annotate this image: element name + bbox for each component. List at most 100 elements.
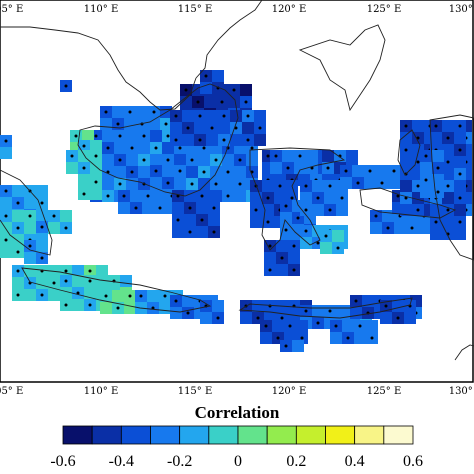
correlation-cell [170, 122, 182, 134]
correlation-cell [114, 166, 126, 178]
significance-dot [202, 146, 206, 150]
significance-dot [458, 220, 462, 224]
correlation-cell [170, 307, 182, 319]
correlation-cell [300, 192, 312, 204]
correlation-cell [296, 320, 308, 332]
significance-dot [82, 166, 86, 170]
significance-dot [118, 182, 122, 186]
colorbar-ticks: -0.6 -0.4 -0.2 0 0.2 0.4 0.6 [50, 453, 423, 470]
correlation-cell [354, 332, 366, 344]
significance-dot [40, 201, 44, 205]
significance-dot [40, 293, 44, 297]
correlation-cell [276, 240, 288, 252]
top-lon-label: 110° E [84, 4, 119, 15]
significance-dot [424, 154, 428, 158]
significance-dot [16, 269, 20, 273]
correlation-cell [240, 312, 252, 324]
significance-dot [416, 136, 420, 140]
correlation-cell [430, 132, 442, 144]
significance-dot [166, 158, 170, 162]
correlation-cell [230, 134, 242, 146]
significance-dot [64, 84, 68, 88]
top-lon-label: 115° E [178, 4, 213, 15]
significance-dot [280, 256, 284, 260]
colorbar-tick-label: 0 [234, 453, 242, 470]
correlation-cell [420, 186, 432, 198]
significance-dot [174, 299, 178, 303]
significance-dot [4, 238, 8, 242]
colorbar-tick-label: -0.2 [167, 453, 192, 470]
correlation-cell [246, 154, 258, 166]
correlation-cell [60, 287, 72, 299]
significance-dot [374, 214, 378, 218]
bottom-lon-label: 115° E [178, 386, 213, 397]
significance-dot [122, 194, 126, 198]
significance-dot [116, 122, 120, 126]
correlation-cell [102, 178, 114, 190]
coastlines [0, 0, 474, 361]
correlation-cell [250, 192, 262, 204]
significance-dot [176, 218, 180, 222]
correlation-cell [442, 144, 454, 156]
correlation-cell [400, 180, 412, 192]
significance-dot [88, 269, 92, 273]
significance-dot [166, 134, 170, 138]
significance-dot [266, 196, 270, 200]
significance-dot [246, 138, 250, 142]
significance-dot [82, 192, 86, 196]
correlation-cell [242, 122, 254, 134]
correlation-cell [24, 265, 36, 277]
correlation-cell [12, 185, 24, 197]
correlation-cell [454, 180, 466, 192]
significance-dot [226, 170, 230, 174]
significance-dot [74, 134, 78, 138]
correlation-cell [196, 226, 208, 238]
correlation-cell [182, 110, 194, 122]
colorbar-segment [266, 425, 297, 445]
significance-dot [106, 194, 110, 198]
significance-dot [198, 138, 202, 142]
correlation-cell [124, 302, 136, 314]
correlation-cell [150, 177, 162, 189]
significance-dot [76, 291, 80, 295]
significance-dot [142, 158, 146, 162]
correlation-cell [380, 312, 392, 324]
legend-title: Correlation [195, 403, 280, 422]
significance-dot [280, 316, 284, 320]
significance-dot [386, 226, 390, 230]
significance-dot [16, 226, 20, 230]
correlation-cell [432, 150, 444, 162]
correlation-cell [48, 289, 60, 301]
correlation-cell [36, 277, 48, 289]
top-lon-label: 125° E [367, 4, 402, 15]
correlation-cell [124, 118, 136, 130]
significance-dot [380, 181, 384, 185]
significance-dot [16, 201, 20, 205]
correlation-cell [174, 177, 186, 189]
significance-dot [130, 170, 134, 174]
significance-dot [458, 172, 462, 176]
significance-dot [178, 146, 182, 150]
significance-dot [64, 226, 68, 230]
correlation-cell [72, 275, 84, 287]
correlation-cell [0, 222, 12, 234]
significance-dot [152, 110, 156, 114]
significance-dot [304, 309, 308, 313]
significance-dot [174, 114, 178, 118]
significance-dot [284, 228, 288, 232]
significance-dot [254, 208, 258, 212]
correlation-cell [96, 275, 108, 287]
correlation-cell [206, 134, 218, 146]
correlation-cell [36, 240, 48, 252]
correlation-cell [208, 214, 220, 226]
correlation-cell [60, 210, 72, 222]
colorbar-tick-label: 0.4 [345, 453, 365, 470]
significance-dot [188, 230, 192, 234]
correlation-cell [112, 106, 124, 118]
correlation-cell [159, 302, 171, 314]
significance-dot [104, 110, 108, 114]
significance-dot [28, 244, 32, 248]
significance-dot [346, 336, 350, 340]
significance-dot [304, 229, 308, 233]
significance-dot [292, 268, 296, 272]
